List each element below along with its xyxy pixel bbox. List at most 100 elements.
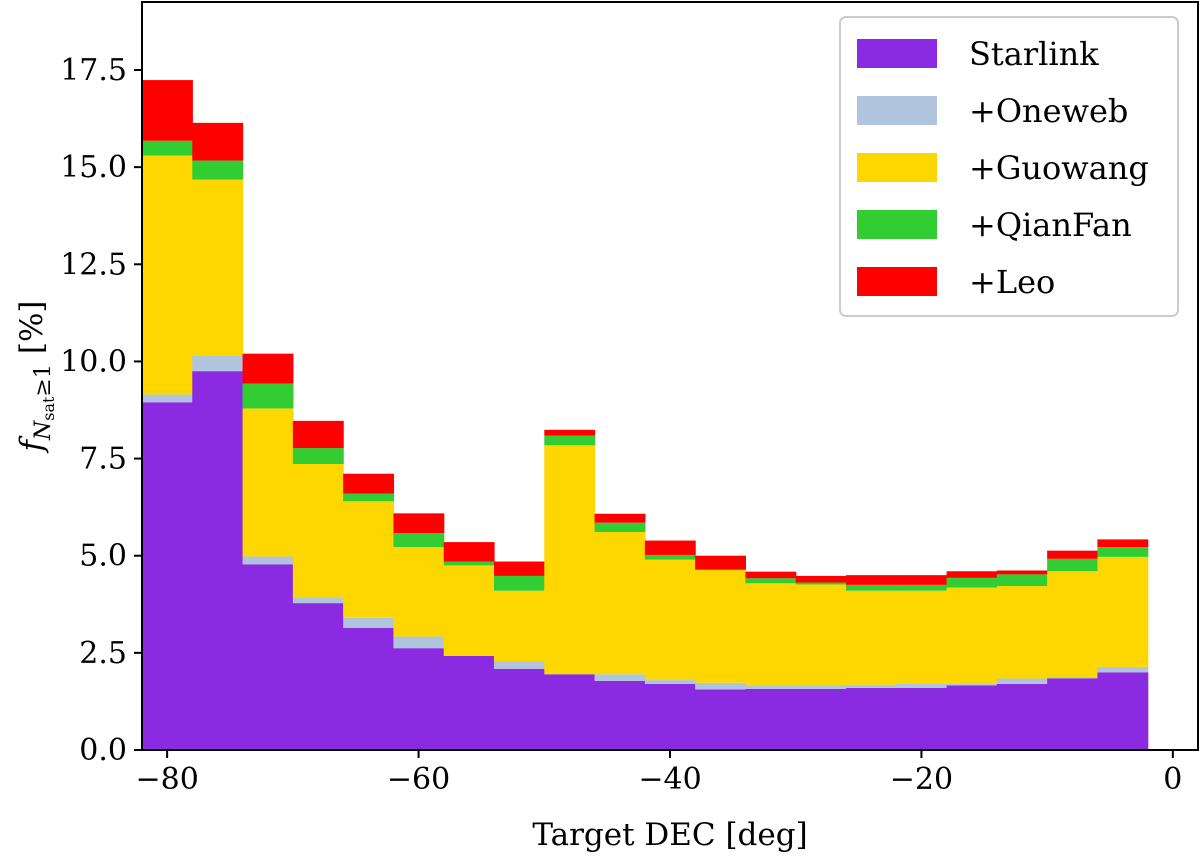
bar-starlink-bin-0 (142, 402, 193, 750)
bar-starlink-bin-12 (745, 688, 797, 750)
bar-qianfan-bin-15 (896, 584, 948, 591)
y-tick-label: 10.0 (60, 344, 127, 379)
bar-leo-bin-15 (896, 575, 948, 585)
bar-oneweb-bin-12 (745, 685, 797, 689)
bar-leo-bin-1 (192, 122, 244, 161)
y-tick-label: 7.5 (79, 442, 127, 477)
bar-guowang-bin-14 (846, 590, 897, 685)
bar-qianfan-bin-8 (544, 435, 596, 446)
bar-starlink-bin-5 (393, 648, 445, 750)
x-tick-label: −60 (387, 762, 450, 797)
bar-starlink-bin-10 (644, 683, 696, 750)
bar-qianfan-bin-9 (594, 522, 646, 533)
bar-guowang-bin-10 (644, 559, 696, 681)
bar-qianfan-bin-0 (142, 140, 193, 156)
bar-qianfan-bin-6 (443, 561, 495, 566)
bar-oneweb-bin-3 (292, 597, 344, 604)
bar-oneweb-bin-9 (594, 674, 646, 681)
bar-oneweb-bin-13 (795, 685, 847, 689)
legend-swatch-starlink (857, 39, 937, 68)
y-tick-label: 17.5 (60, 53, 127, 88)
x-tick-label: −40 (638, 762, 701, 797)
bar-oneweb-bin-1 (192, 355, 244, 372)
bar-oneweb-bin-4 (343, 617, 395, 628)
legend-label-oneweb: +Oneweb (969, 92, 1128, 130)
bar-starlink-bin-13 (795, 688, 847, 750)
bar-guowang-bin-8 (544, 445, 596, 675)
bar-guowang-bin-0 (142, 155, 193, 395)
y-tick-label: 2.5 (79, 636, 127, 671)
bar-starlink-bin-2 (242, 564, 294, 750)
bar-guowang-bin-17 (996, 586, 1048, 679)
bar-qianfan-bin-19 (1097, 547, 1149, 557)
bar-leo-bin-2 (242, 353, 294, 384)
bar-qianfan-bin-12 (745, 578, 797, 584)
bar-qianfan-bin-13 (795, 582, 847, 585)
bar-starlink-bin-4 (343, 627, 395, 750)
legend-label-qianfan: +QianFan (969, 206, 1132, 244)
legend-label-leo: +Leo (969, 263, 1055, 301)
bar-starlink-bin-8 (544, 674, 596, 750)
legend-label-starlink: Starlink (969, 35, 1099, 73)
bar-guowang-bin-19 (1097, 556, 1149, 667)
bar-guowang-bin-18 (1047, 571, 1099, 677)
bars-layer (142, 80, 1149, 750)
bar-qianfan-bin-7 (494, 575, 545, 591)
bar-guowang-bin-2 (242, 408, 294, 557)
bar-oneweb-bin-11 (695, 682, 747, 690)
bar-qianfan-bin-2 (242, 383, 294, 409)
bar-leo-bin-7 (494, 561, 545, 576)
bar-starlink-bin-16 (946, 685, 998, 750)
bar-starlink-bin-6 (443, 655, 495, 750)
x-tick-label: −20 (890, 762, 953, 797)
bar-qianfan-bin-5 (393, 533, 445, 548)
x-axis-ticks: −80 −60 −40 −20 0 (135, 750, 1182, 797)
bar-starlink-bin-1 (192, 371, 244, 750)
bar-leo-bin-9 (594, 513, 646, 523)
x-tick-label: −80 (135, 762, 198, 797)
x-axis-title: Target DEC [deg] (532, 817, 807, 853)
y-axis-title-unit: [%] (14, 300, 50, 354)
bar-leo-bin-4 (343, 473, 395, 494)
bar-qianfan-bin-14 (846, 584, 897, 591)
bar-qianfan-bin-1 (192, 160, 244, 180)
y-axis-title-subsubscript: sat (39, 396, 58, 421)
bar-starlink-bin-15 (896, 687, 948, 750)
bar-guowang-bin-11 (695, 569, 747, 683)
y-tick-label: 15.0 (60, 150, 127, 185)
bar-starlink-bin-11 (695, 689, 747, 750)
bar-guowang-bin-7 (494, 590, 545, 662)
bar-oneweb-bin-10 (644, 680, 696, 684)
legend: Starlink +Oneweb +Guowang +QianFan +Leo (839, 16, 1179, 317)
bar-qianfan-bin-17 (996, 574, 1048, 587)
y-axis-title-condition: ≥1 (31, 364, 56, 396)
bar-qianfan-bin-4 (343, 493, 395, 502)
bar-leo-bin-19 (1097, 539, 1149, 548)
legend-swatch-oneweb (857, 96, 937, 125)
bar-oneweb-bin-2 (242, 556, 294, 565)
bar-guowang-bin-3 (292, 464, 344, 598)
bar-leo-bin-17 (996, 570, 1048, 575)
bar-qianfan-bin-10 (644, 554, 696, 560)
bar-leo-bin-12 (745, 571, 797, 579)
bar-leo-bin-8 (544, 429, 596, 436)
bar-qianfan-bin-16 (946, 577, 998, 588)
bar-guowang-bin-1 (192, 179, 244, 356)
y-axis-ticks: 0.0 2.5 5.0 7.5 10.0 12.5 15.0 17.5 (60, 53, 142, 768)
y-axis-title-subscript: N (31, 420, 56, 441)
bar-leo-bin-16 (946, 571, 998, 578)
bar-oneweb-bin-17 (996, 678, 1048, 684)
bar-guowang-bin-4 (343, 501, 395, 618)
bar-leo-bin-11 (695, 555, 747, 570)
bar-oneweb-bin-7 (494, 661, 545, 669)
bar-guowang-bin-5 (393, 547, 445, 637)
bar-guowang-bin-9 (594, 532, 646, 675)
bar-leo-bin-18 (1047, 550, 1099, 559)
bar-leo-bin-0 (142, 80, 193, 141)
bar-guowang-bin-15 (896, 590, 948, 684)
legend-box (839, 16, 1179, 317)
bar-oneweb-bin-0 (142, 394, 193, 403)
x-tick-label: 0 (1163, 762, 1182, 797)
bar-starlink-bin-14 (846, 687, 897, 750)
bar-leo-bin-3 (292, 420, 344, 449)
